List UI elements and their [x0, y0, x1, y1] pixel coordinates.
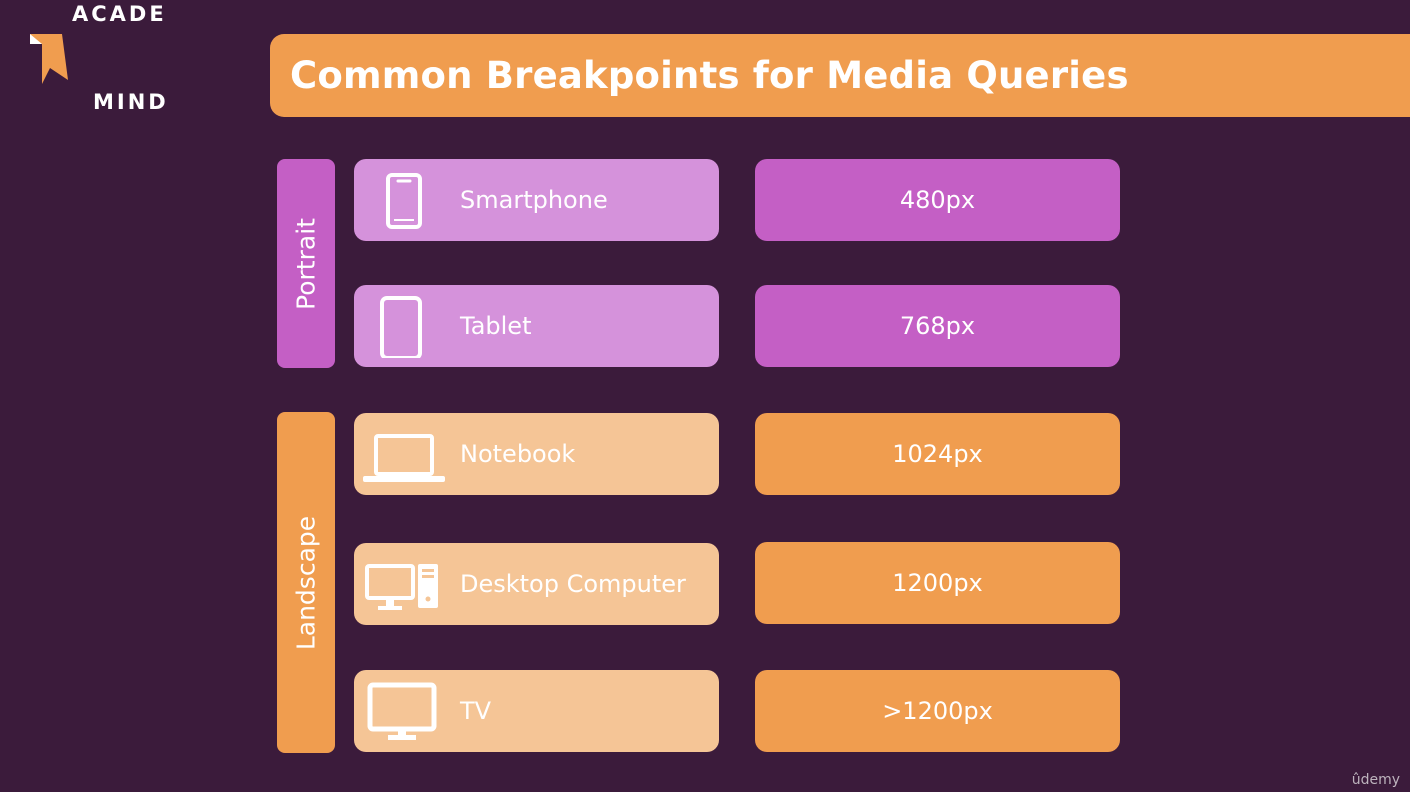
udemy-watermark: ûdemy	[1351, 772, 1400, 788]
portrait-group-label: Portrait	[277, 159, 335, 368]
portrait-label-text: Portrait	[291, 217, 321, 310]
device-name-tv: TV	[460, 697, 492, 725]
breakpoint-tablet: 768px	[755, 285, 1120, 367]
academind-logo: ACADE MIND	[28, 2, 178, 114]
device-name-desktop: Desktop Computer	[460, 570, 686, 598]
logo-text-line1: ACADE	[72, 2, 167, 26]
landscape-label-text: Landscape	[291, 515, 321, 650]
device-name-notebook: Notebook	[460, 440, 576, 468]
smartphone-icon	[386, 173, 422, 229]
breakpoint-notebook: 1024px	[755, 413, 1120, 495]
device-card-desktop: Desktop Computer	[354, 543, 719, 625]
logo-text-line2: MIND	[93, 90, 169, 114]
device-card-notebook: Notebook	[354, 413, 719, 495]
breakpoint-smartphone: 480px	[755, 159, 1120, 241]
breakpoint-tv: >1200px	[755, 670, 1120, 752]
slide-title: Common Breakpoints for Media Queries	[290, 54, 1129, 97]
desktop-icon	[365, 564, 438, 610]
device-card-tv: TV	[354, 670, 719, 752]
device-name-tablet: Tablet	[460, 312, 532, 340]
device-name-smartphone: Smartphone	[460, 186, 608, 214]
breakpoint-desktop: 1200px	[755, 542, 1120, 624]
title-banner: Common Breakpoints for Media Queries	[270, 34, 1410, 117]
device-card-tablet: Tablet	[354, 285, 719, 367]
tv-icon	[367, 682, 437, 740]
tablet-icon	[380, 296, 422, 358]
logo-mark-icon	[30, 34, 68, 84]
landscape-group-label: Landscape	[277, 412, 335, 753]
laptop-icon	[363, 434, 445, 482]
device-card-smartphone: Smartphone	[354, 159, 719, 241]
